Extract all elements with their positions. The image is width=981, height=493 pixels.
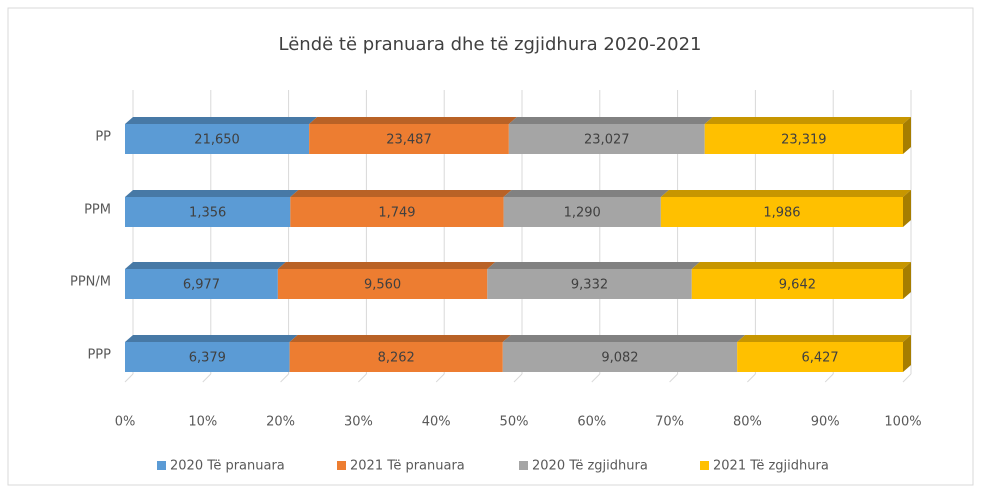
grid-line-floor [591, 373, 601, 383]
bar [691, 269, 903, 299]
chart-border [7, 7, 974, 486]
bar-top [660, 190, 911, 197]
bar-top [289, 335, 511, 342]
data-label: 1,290 [564, 206, 601, 221]
x-tick-label: 30% [344, 415, 373, 430]
data-label: 21,650 [194, 133, 240, 148]
bar [508, 124, 705, 154]
y-tick-label: PPP [87, 348, 111, 363]
bar-top [737, 335, 911, 342]
x-tick-label: 70% [655, 415, 684, 430]
legend-label: 2020 Të pranuara [170, 459, 285, 474]
data-label: 1,749 [378, 206, 415, 221]
bar-top [508, 117, 713, 124]
bar-top [125, 335, 298, 342]
bar [502, 342, 738, 372]
bar-top [487, 262, 700, 269]
data-label: 9,560 [364, 278, 401, 293]
legend-swatch [519, 461, 528, 470]
bar [125, 197, 291, 227]
x-tick-label: 40% [422, 415, 451, 430]
bar-top [125, 262, 286, 269]
legend-label: 2021 Të pranuara [350, 459, 465, 474]
grid-line-floor [902, 373, 912, 383]
grid-line-floor [124, 373, 134, 383]
chart-title: Lëndë të pranuara dhe të zgjidhura 2020-… [279, 34, 702, 55]
y-tick-label: PP [95, 130, 111, 145]
bar-top [691, 262, 911, 269]
bar-top [704, 117, 911, 124]
data-label: 9,332 [571, 278, 608, 293]
y-tick-label: PPM [84, 203, 111, 218]
bar [503, 197, 661, 227]
data-label: 6,379 [189, 351, 226, 366]
bar [125, 342, 290, 372]
bar [660, 197, 903, 227]
bar [277, 269, 488, 299]
legend-swatch [157, 461, 166, 470]
bar [290, 197, 504, 227]
legend-swatch [337, 461, 346, 470]
bar-side [903, 190, 911, 227]
bar [125, 124, 310, 154]
x-tick-label: 10% [188, 415, 217, 430]
grid-line-floor [513, 373, 523, 383]
grid-line-floor [747, 373, 756, 383]
bar-top [309, 117, 517, 124]
data-label: 9,082 [601, 351, 638, 366]
bar-top [125, 117, 318, 124]
bar-top [502, 335, 746, 342]
data-label: 8,262 [378, 351, 415, 366]
bar-top [125, 190, 299, 197]
grid-line-floor [358, 373, 367, 383]
bar [704, 124, 903, 154]
bar-side [903, 335, 911, 372]
bar [125, 269, 278, 299]
x-tick-label: 20% [266, 415, 295, 430]
bar-top [503, 190, 669, 197]
bar-side [903, 117, 911, 154]
bar [737, 342, 903, 372]
x-tick-label: 50% [500, 415, 529, 430]
data-label: 23,487 [386, 133, 432, 148]
data-label: 23,027 [584, 133, 630, 148]
data-label: 1,356 [189, 206, 226, 221]
x-tick-label: 100% [884, 415, 921, 430]
bar-top [290, 190, 512, 197]
grid-line-floor [280, 373, 289, 383]
grid-line-floor [824, 373, 834, 383]
data-label: 1,986 [763, 206, 800, 221]
legend-label: 2020 Të zgjidhura [532, 459, 648, 474]
x-tick-label: 80% [733, 415, 762, 430]
data-label: 6,427 [801, 351, 838, 366]
bar [289, 342, 503, 372]
legend-swatch [700, 461, 709, 470]
data-label: 6,977 [183, 278, 220, 293]
bar [309, 124, 509, 154]
data-label: 9,642 [779, 278, 816, 293]
bar-top [277, 262, 496, 269]
y-tick-label: PPN/M [70, 275, 111, 290]
bar [487, 269, 692, 299]
grid-line-floor [435, 373, 445, 383]
x-tick-label: 60% [577, 415, 606, 430]
legend-label: 2021 Të zgjidhura [713, 459, 829, 474]
x-tick-label: 90% [811, 415, 840, 430]
data-label: 23,319 [781, 133, 827, 148]
grid-line-floor [669, 373, 678, 383]
x-tick-label: 0% [115, 415, 136, 430]
grid-line-floor [202, 373, 212, 383]
bar-side [903, 262, 911, 299]
